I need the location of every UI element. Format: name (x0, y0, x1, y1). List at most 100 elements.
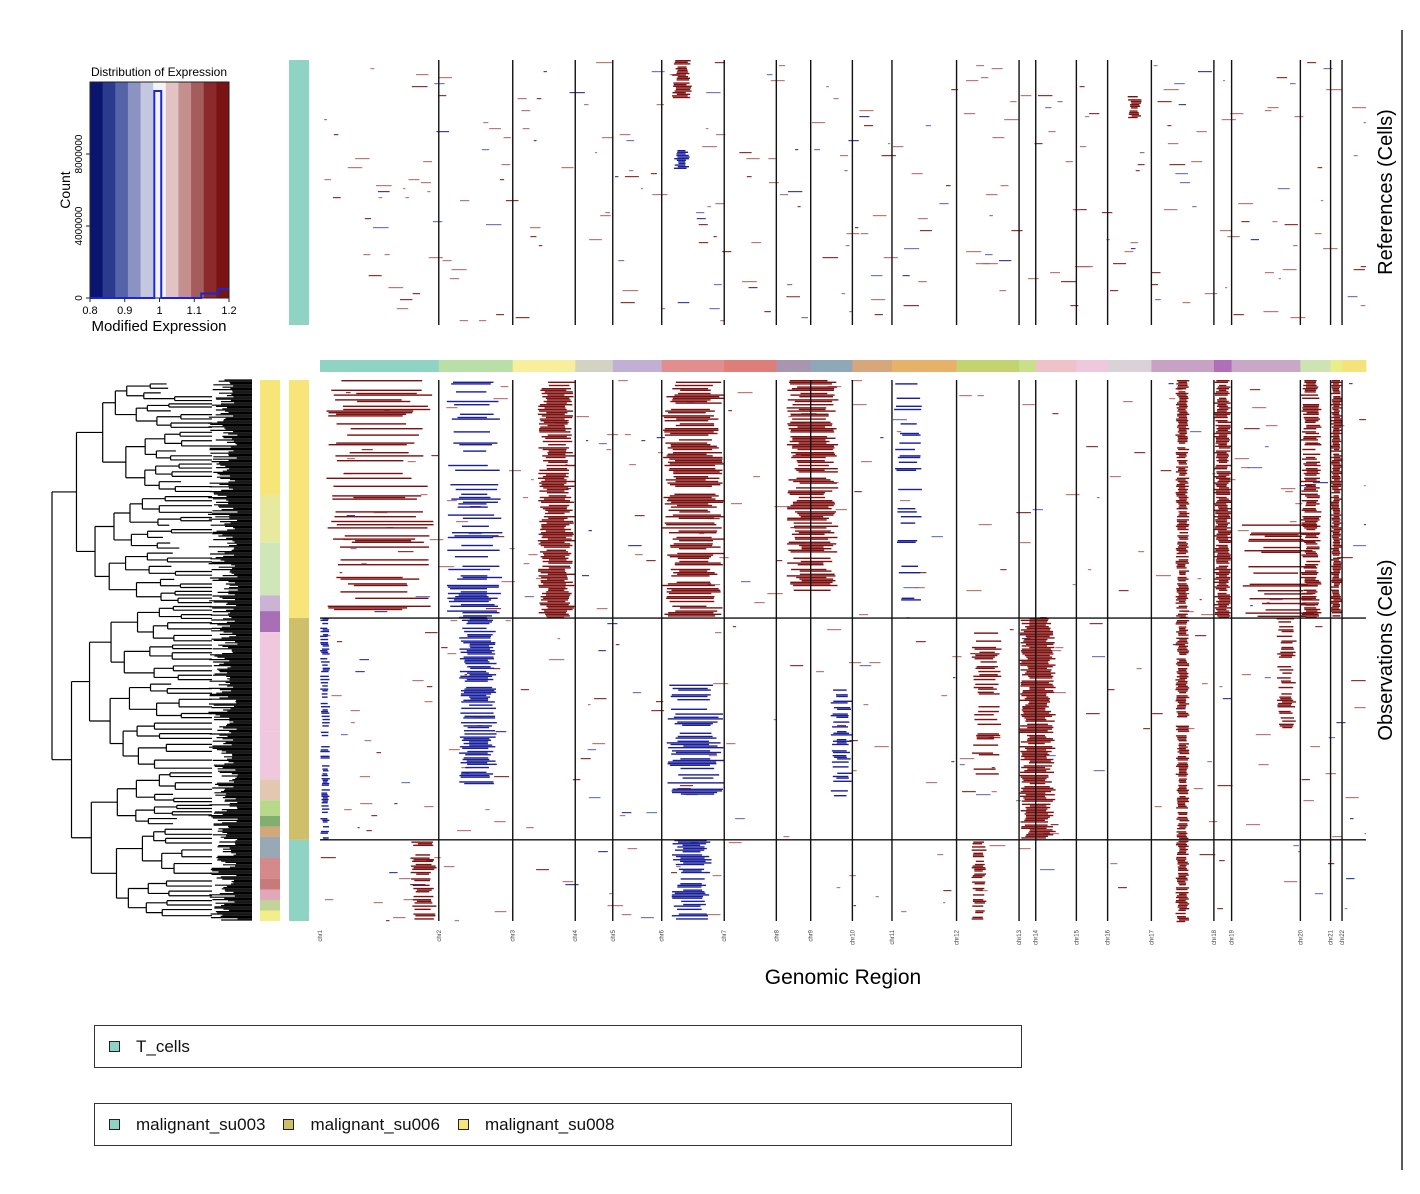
heatmap-cell (321, 808, 330, 810)
heatmap-cell (376, 752, 382, 754)
heatmap-cell (526, 827, 534, 829)
heatmap-cell (359, 776, 371, 778)
heatmap-cell (1330, 559, 1339, 561)
heatmap-cell (1332, 594, 1341, 596)
heatmap-cell (1351, 680, 1366, 682)
heatmap-cell (454, 920, 460, 922)
heatmap-cell (1332, 408, 1339, 411)
heatmap-cell (937, 854, 944, 856)
heatmap-cell (849, 311, 852, 313)
heatmap-cell (712, 875, 722, 877)
heatmap-cell (321, 746, 330, 748)
heatmap-cell (1022, 674, 1052, 676)
heatmap-cell (791, 452, 835, 454)
heatmap-cell (424, 701, 433, 703)
heatmap-cell (545, 474, 566, 476)
heatmap-cell (1179, 660, 1187, 662)
heatmap-cell (461, 773, 494, 775)
heatmap-cell (976, 738, 995, 740)
heatmap-cell (677, 740, 709, 742)
heatmap-cell (336, 442, 415, 444)
heatmap-cell (536, 869, 549, 871)
heatmap-cell (903, 248, 920, 250)
heatmap-cell (1026, 808, 1048, 810)
heatmap-cell (1179, 752, 1190, 755)
heatmap-cell (1023, 765, 1053, 767)
heatmap-cell (336, 413, 407, 415)
heatmap-cell (674, 493, 716, 495)
heatmap-cell (1177, 880, 1186, 883)
heatmap-cell (900, 432, 920, 435)
heatmap-cell (1029, 829, 1053, 831)
heatmap-cell (470, 667, 495, 670)
heatmap-cell (1199, 599, 1202, 601)
heatmap-cell (669, 556, 712, 558)
heatmap-cell (1347, 296, 1358, 298)
heatmap-cell (976, 794, 991, 796)
heatmap-cell (619, 815, 626, 817)
heatmap-cell (1331, 492, 1341, 494)
heatmap-cell (1178, 600, 1186, 603)
heatmap-cell (793, 584, 838, 587)
heatmap-cell (1214, 604, 1230, 606)
heatmap-cell (678, 162, 686, 165)
heatmap-cell (902, 275, 910, 277)
heatmap-cell (827, 629, 842, 631)
heatmap-cell (709, 308, 720, 310)
heatmap-cell (1301, 509, 1317, 511)
heatmap-cell (544, 391, 573, 393)
heatmap-cell (1218, 514, 1230, 516)
heatmap-cell (971, 867, 986, 869)
heatmap-cell (464, 661, 490, 663)
heatmap-cell (464, 659, 488, 662)
observations-axis-label: Observations (Cells) (1375, 559, 1397, 740)
heatmap-cell (1175, 500, 1187, 502)
heatmap-cell (1217, 399, 1227, 401)
heatmap-cell (1332, 413, 1340, 415)
heatmap-cell (675, 751, 722, 754)
heatmap-cell (460, 694, 487, 697)
heatmap-cell (975, 667, 995, 670)
heatmap-cell (1217, 615, 1231, 617)
heatmap-cell (1093, 770, 1105, 772)
heatmap-cell (833, 721, 850, 723)
heatmap-cell (413, 867, 437, 869)
heatmap-cell (461, 739, 492, 742)
chromosome-strip-chr3 (512, 360, 576, 372)
heatmap-cell (412, 884, 430, 887)
heatmap-cell (1217, 597, 1231, 599)
heatmap-cell (1178, 645, 1189, 647)
heatmap-cell (1177, 800, 1190, 803)
heatmap-cell (320, 675, 329, 678)
heatmap-cell (1218, 447, 1231, 449)
heatmap-cell (822, 257, 839, 259)
heatmap-cell (1218, 461, 1228, 463)
heatmap-cell (1331, 384, 1342, 387)
heatmap-cell (678, 689, 711, 691)
heatmap-cell (1177, 802, 1186, 804)
heatmap-cell (1179, 639, 1187, 641)
heatmap-cell (787, 423, 833, 425)
heatmap-cell (1179, 850, 1187, 852)
heatmap-cell (423, 161, 433, 163)
heatmap-cell (1264, 110, 1272, 112)
heatmap-cell (783, 836, 790, 838)
heatmap-cell (1216, 493, 1231, 495)
heatmap-cell (542, 440, 573, 443)
heatmap-cell (543, 460, 568, 462)
heatmap-cell (1177, 576, 1187, 579)
heatmap-cell (1213, 482, 1229, 484)
subcluster-segment (260, 611, 280, 633)
heatmap-cell (1025, 811, 1054, 814)
heatmap-cell (1214, 578, 1231, 580)
heatmap-cell (776, 560, 783, 562)
heatmap-cell (1021, 826, 1053, 828)
heatmap-cell (470, 646, 494, 649)
heatmap-cell (500, 386, 509, 388)
heatmap-cell (951, 89, 958, 91)
heatmap-cell (1020, 650, 1053, 652)
heatmap-cell (460, 762, 488, 764)
heatmap-cell (322, 768, 328, 770)
heatmap-cell (667, 782, 724, 784)
